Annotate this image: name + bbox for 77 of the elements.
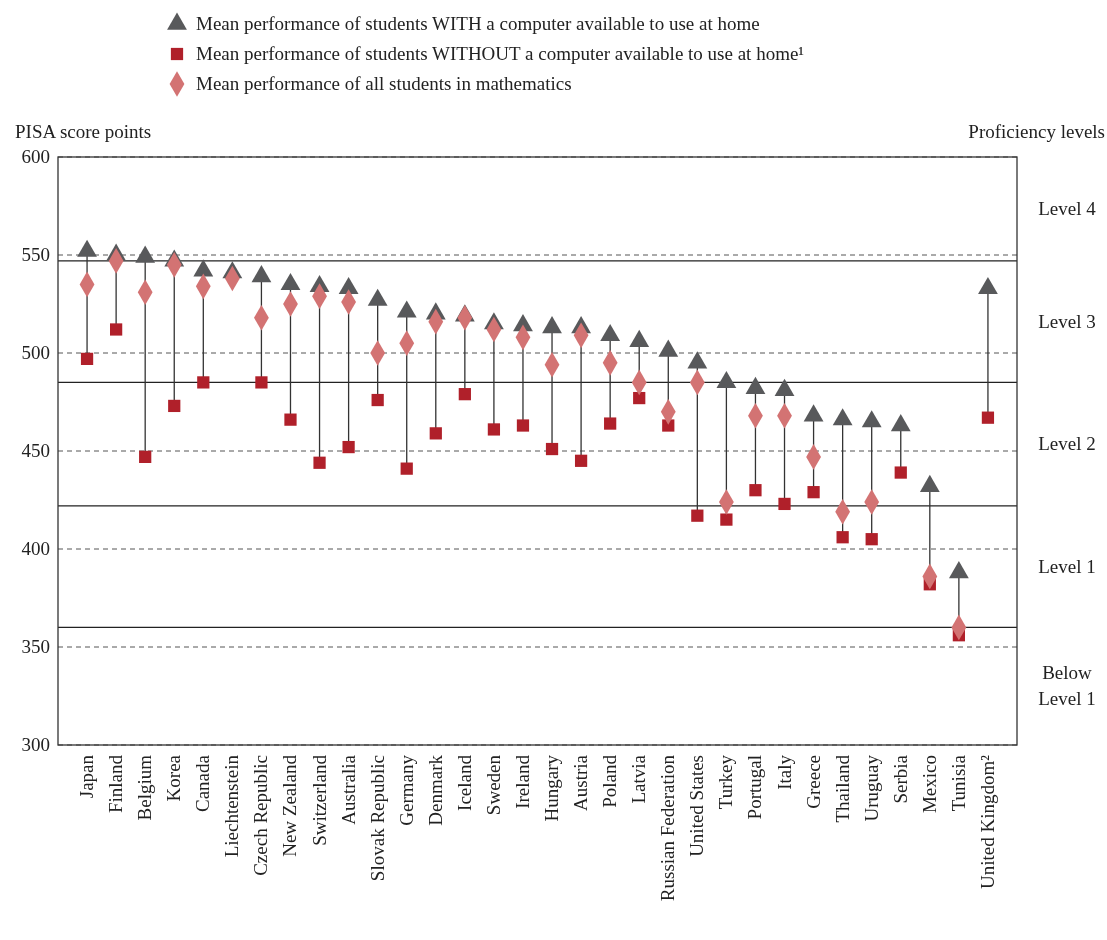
legend-label: Mean performance of students WITHOUT a computer available to use at home¹ (196, 43, 805, 64)
y-tick-label: 600 (21, 146, 50, 167)
x-tick-label: Canada (192, 754, 214, 812)
y-axis-title: PISA score points (15, 121, 152, 142)
x-tick-label: Uruguay (860, 754, 882, 822)
text: Proficiency levels (968, 121, 1105, 142)
x-tick-label: New Zealand (279, 754, 301, 857)
point (313, 456, 326, 469)
x-tick-label: Tunisia (947, 754, 969, 812)
x-tick-label: Latvia (628, 754, 650, 804)
x-tick-label: Turkey (715, 754, 737, 810)
legend-label: Mean performance of students WITH a computer available to use at home (196, 13, 760, 34)
x-tick-label: Sweden (482, 754, 504, 816)
point (400, 462, 413, 475)
x-tick-label: Slovak Republic (366, 755, 388, 882)
x-tick-label: Liechtenstein (221, 754, 243, 858)
point (720, 513, 733, 526)
x-tick-label: Ireland (511, 754, 533, 809)
point (865, 533, 878, 546)
x-tick-label: Thailand (831, 754, 853, 823)
point (255, 376, 268, 389)
point (487, 423, 501, 436)
y-tick-label: 450 (21, 440, 50, 461)
text: Level 3 (1038, 310, 1096, 332)
x-tick-label: Russian Federation (657, 754, 679, 902)
point (197, 376, 210, 389)
text: Level 4 (1038, 197, 1097, 219)
x-tick-label: Iceland (453, 754, 475, 811)
text: Below Level 1 (1038, 662, 1096, 710)
point (371, 393, 384, 407)
point (836, 531, 849, 544)
point (574, 454, 588, 467)
y-tick-label: 400 (21, 538, 50, 559)
x-tick-label: Hungary (541, 754, 563, 822)
point (139, 450, 152, 463)
point (749, 484, 762, 497)
point (633, 391, 646, 405)
point (545, 442, 559, 456)
point (691, 509, 704, 522)
x-tick-label: Australia (337, 754, 359, 825)
point (168, 399, 181, 413)
y-tick-label: 350 (21, 636, 50, 657)
point (110, 323, 123, 336)
x-tick-label: Poland (599, 754, 621, 808)
point (604, 417, 617, 430)
y-tick-label: 300 (21, 734, 50, 755)
x-tick-label: Italy (773, 754, 795, 790)
x-tick-label: Austria (570, 754, 592, 811)
x-tick-label: Czech Republic (250, 755, 272, 876)
x-tick-label: Germany (395, 754, 417, 826)
point (342, 440, 355, 454)
x-tick-label: Denmark (424, 754, 446, 826)
x-tick-label: Belgium (134, 754, 156, 821)
point (981, 411, 995, 424)
point (429, 427, 442, 440)
x-tick-label: Serbia (889, 754, 911, 804)
point (80, 352, 94, 365)
y-tick-label: 500 (21, 342, 50, 363)
x-tick-label: Mexico (918, 755, 940, 814)
x-tick-label: United Kingdom² (976, 754, 998, 889)
x-tick-label: Switzerland (308, 754, 330, 846)
y-tick-label: 550 (21, 244, 50, 265)
point (894, 466, 907, 479)
point (516, 419, 530, 432)
point (458, 388, 471, 401)
x-tick-label: Korea (163, 754, 185, 802)
point (807, 486, 820, 499)
x-tick-label: Portugal (744, 755, 766, 820)
point (778, 497, 791, 511)
text: Level 2 (1038, 433, 1096, 455)
x-tick-label: Greece (802, 755, 824, 809)
legend-label: Mean performance of all students in mathematics (196, 73, 572, 94)
x-tick-label: United States (686, 755, 708, 857)
text: Level 1 (1038, 555, 1096, 577)
point (284, 413, 297, 426)
x-tick-label: Japan (76, 754, 98, 799)
x-tick-label: Finland (105, 754, 127, 814)
